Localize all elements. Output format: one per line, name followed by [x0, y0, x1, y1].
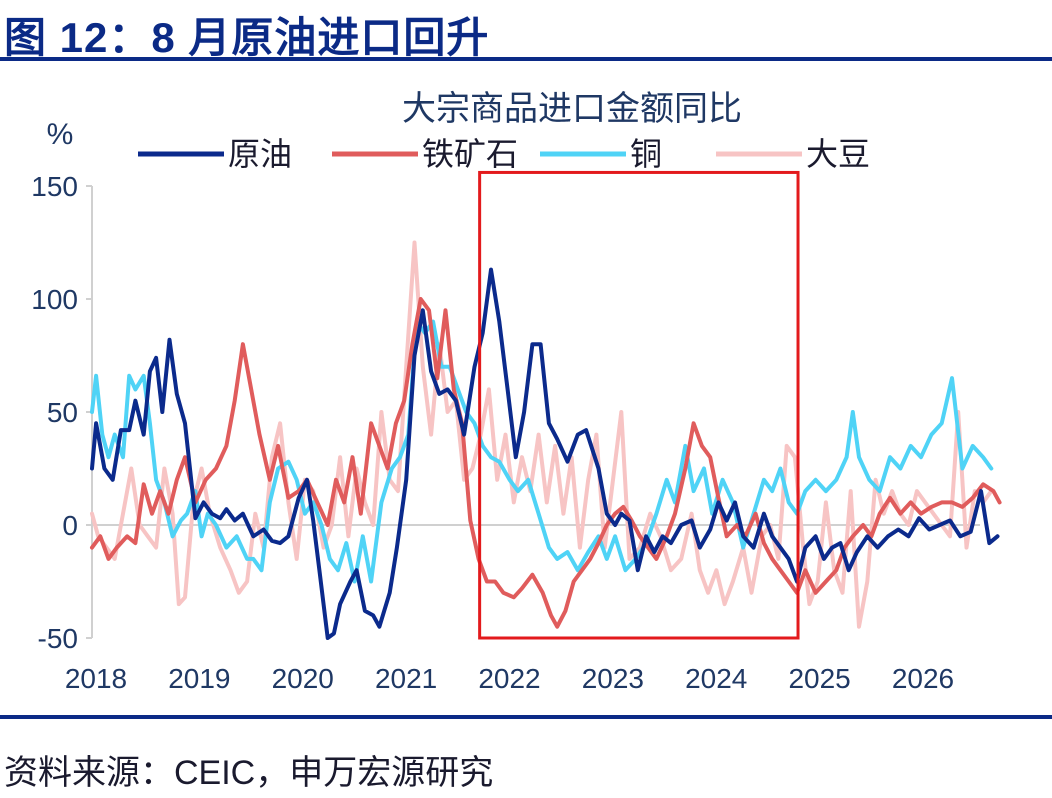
highlight-box — [478, 170, 800, 640]
legend-label: 大豆 — [806, 135, 870, 173]
x-tick-label: 2020 — [272, 663, 334, 694]
line-chart: 大宗商品进口金额同比 % 原油 铁矿石 铜 大豆 150 100 50 0 -50 2018 20… — [31, 89, 1002, 694]
y-tick-label: 0 — [62, 510, 78, 541]
legend: 原油 铁矿石 铜 大豆 — [138, 135, 870, 173]
legend-label: 铜 — [630, 135, 662, 173]
x-tick-label: 2022 — [478, 663, 540, 694]
y-tick-label: 150 — [31, 171, 78, 202]
source-note: 资料来源：CEIC，申万宏源研究 — [4, 754, 494, 792]
x-tick-label: 2026 — [892, 663, 954, 694]
y-tick-label: 100 — [31, 284, 78, 315]
series-line-3 — [90, 319, 994, 584]
x-tick-label: 2024 — [685, 663, 747, 694]
y-tick-label: -50 — [38, 623, 78, 654]
y-tick-label: 50 — [47, 397, 78, 428]
x-tick-label: 2019 — [168, 663, 230, 694]
figure-title: 图 12：8 月原油进口回升 — [4, 14, 490, 61]
top-rule — [0, 57, 1052, 61]
series-layer — [90, 240, 1002, 640]
series-line-1 — [90, 267, 1000, 640]
chart-title: 大宗商品进口金额同比 — [402, 89, 742, 129]
bottom-rule — [0, 715, 1052, 719]
series-line-4 — [90, 240, 994, 629]
series-line-2 — [90, 297, 1002, 629]
x-tick-label: 2025 — [788, 663, 850, 694]
x-tick-label: 2018 — [65, 663, 127, 694]
legend-label: 铁矿石 — [422, 135, 518, 173]
x-tick-label: 2021 — [375, 663, 437, 694]
axes: 150 100 50 0 -50 2018 2019 2020 2021 2022 2023 2024… — [31, 171, 980, 694]
y-axis-unit: % — [47, 118, 74, 151]
legend-label: 原油 — [228, 135, 292, 173]
x-tick-label: 2023 — [582, 663, 644, 694]
